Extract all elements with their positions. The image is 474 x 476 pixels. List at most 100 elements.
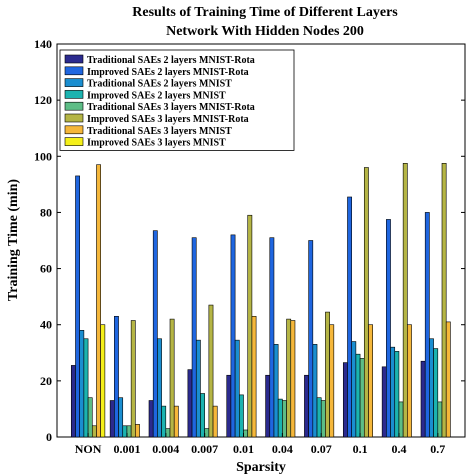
bar xyxy=(200,393,205,438)
bar xyxy=(100,324,106,438)
y-tick-label: 140 xyxy=(34,37,52,51)
bar xyxy=(243,429,249,438)
bar xyxy=(286,318,292,438)
legend-box xyxy=(59,49,295,151)
legend-entry-label: Traditional SAEs 3 layers MNIST xyxy=(87,126,232,137)
legend-swatch xyxy=(64,113,84,123)
legend-swatch xyxy=(64,66,84,76)
bar xyxy=(445,321,451,438)
bar xyxy=(277,398,283,438)
legend-swatch xyxy=(64,101,84,111)
bar xyxy=(424,212,430,438)
legend-entry-label: Improved SAEs 3 layers MNIST-Rota xyxy=(87,114,249,125)
bar xyxy=(282,400,287,438)
legend-swatch xyxy=(64,90,84,99)
bar xyxy=(312,344,318,438)
x-tick-label: 0.01 xyxy=(233,442,254,456)
bar xyxy=(75,175,80,438)
bar xyxy=(398,401,404,438)
bar xyxy=(269,237,275,438)
legend-swatch xyxy=(64,54,84,64)
bar xyxy=(347,196,352,438)
x-tick-label: 0.7 xyxy=(430,442,445,456)
bar xyxy=(130,320,136,438)
bar xyxy=(173,405,179,438)
legend-swatch xyxy=(64,78,84,87)
bar xyxy=(79,330,85,438)
bar xyxy=(161,405,167,438)
bar xyxy=(126,425,132,438)
bar xyxy=(429,338,434,438)
x-tick-label: 0.07 xyxy=(311,442,332,456)
bar xyxy=(122,425,128,438)
bar xyxy=(420,360,426,438)
bar xyxy=(239,394,244,438)
chart-title-line-1: Results of Training Time of Different La… xyxy=(132,5,398,20)
bar xyxy=(118,397,124,438)
bar xyxy=(87,397,93,438)
bar xyxy=(342,362,348,438)
bar xyxy=(320,400,326,438)
legend-entry-label: Traditional SAEs 3 layers MNIST-Rota xyxy=(87,102,255,113)
legend-swatch xyxy=(64,137,84,146)
bar xyxy=(381,366,387,438)
legend-entry-label: Traditional SAEs 2 layers MNIST-Rota xyxy=(87,55,255,66)
bar xyxy=(273,344,279,438)
bar xyxy=(308,240,314,438)
bar xyxy=(135,424,140,438)
bar xyxy=(363,167,369,438)
bar xyxy=(351,341,357,438)
bar xyxy=(304,374,309,438)
legend-entry-label: Improved SAEs 3 layers MNIST xyxy=(87,138,226,149)
bars-group xyxy=(70,163,451,438)
legend: Traditional SAEs 2 layers MNIST-Rota Impr… xyxy=(59,49,295,151)
x-tick-label: 0.007 xyxy=(191,442,218,456)
bar xyxy=(359,358,365,438)
bar xyxy=(212,405,218,438)
bar xyxy=(247,214,253,438)
bar xyxy=(114,315,119,438)
bar xyxy=(191,237,197,438)
bar xyxy=(152,230,158,438)
bar xyxy=(407,324,412,438)
bar xyxy=(355,353,361,438)
bar xyxy=(234,339,240,438)
x-tick-label: NON xyxy=(75,442,102,456)
bar xyxy=(265,374,271,438)
bar xyxy=(386,219,391,438)
x-tick-label: 0.004 xyxy=(152,442,179,456)
x-axis: NON 0.001 0.004 0.007 0.01 0.04 0.07 0.1 0.4 0.7 xyxy=(75,433,445,456)
x-tick-label: 0.4 xyxy=(391,442,406,456)
bar xyxy=(230,234,236,438)
bar xyxy=(70,365,76,438)
bar xyxy=(148,400,154,438)
bar xyxy=(329,324,335,438)
bar xyxy=(251,315,257,438)
bar xyxy=(195,339,201,438)
y-tick-label: 60 xyxy=(40,262,52,276)
bar xyxy=(437,401,443,438)
bar xyxy=(290,320,296,438)
bar xyxy=(91,425,97,438)
bar xyxy=(441,163,447,438)
bar xyxy=(368,324,373,438)
y-tick-label: 80 xyxy=(40,205,52,219)
chart-title-line-2: Network With Hidden Nodes 200 xyxy=(166,24,364,39)
bar xyxy=(390,346,396,438)
legend-swatch xyxy=(64,125,84,135)
x-tick-label: 0.04 xyxy=(272,442,293,456)
y-tick-label: 20 xyxy=(40,374,52,388)
x-tick-label: 0.001 xyxy=(113,442,140,456)
bar xyxy=(394,351,400,438)
y-axis: 0 20 40 60 80 100 120 140 xyxy=(34,37,465,444)
y-tick-label: 0 xyxy=(46,430,52,444)
bar xyxy=(83,338,89,438)
y-axis-label: Training Time (min) xyxy=(6,179,21,301)
bar xyxy=(226,374,232,438)
legend-entry-label: Improved SAEs 2 layers MNIST xyxy=(87,90,226,101)
bar xyxy=(316,397,322,438)
bar xyxy=(325,311,330,438)
bar xyxy=(433,348,439,438)
bar xyxy=(204,428,210,438)
